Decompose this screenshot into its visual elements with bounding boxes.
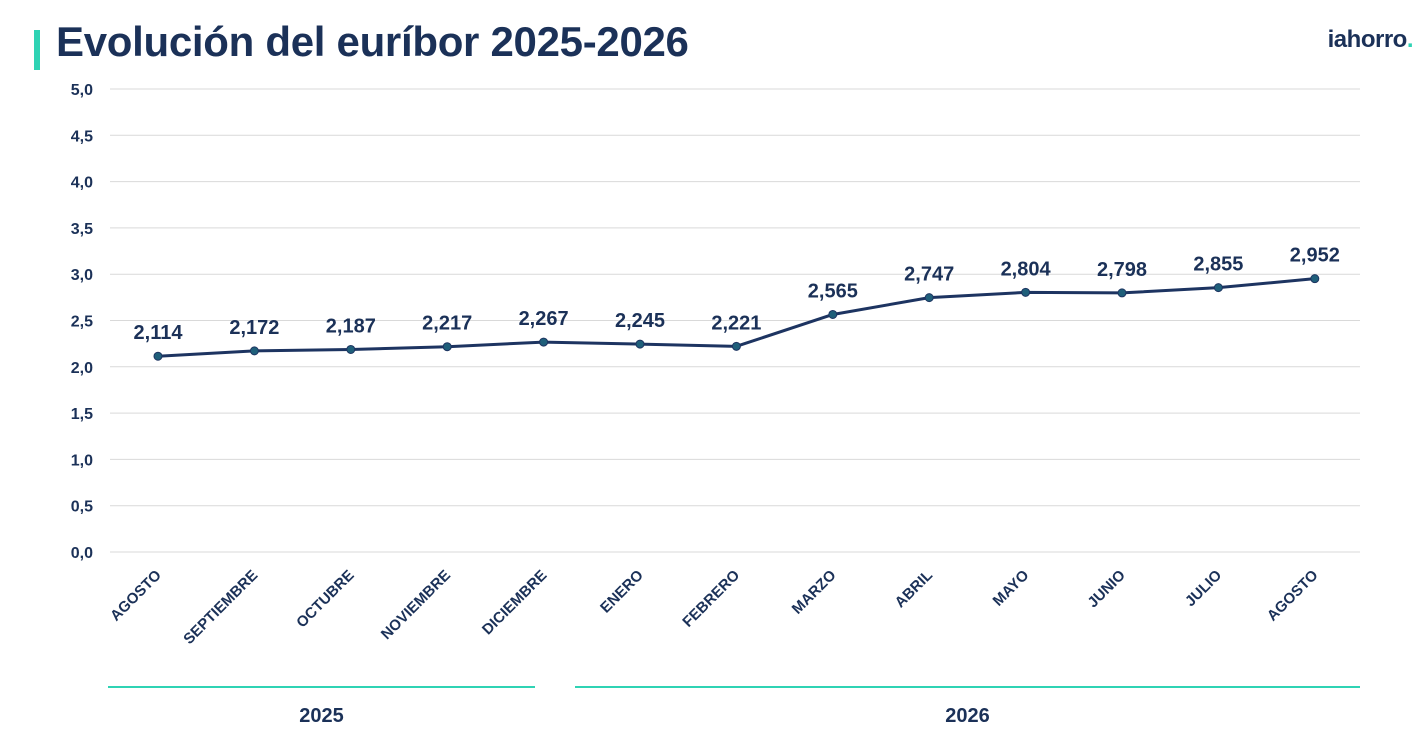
data-point — [924, 293, 934, 303]
y-tick-label: 5,0 — [71, 82, 93, 99]
data-label: 2,565 — [808, 280, 858, 302]
data-label: 2,804 — [1001, 258, 1052, 280]
data-point — [346, 344, 356, 354]
data-point — [828, 309, 838, 319]
y-tick-label: 3,0 — [71, 267, 93, 284]
x-tick-label: NOVIEMBRE — [378, 567, 454, 643]
x-tick-label: MAYO — [990, 567, 1033, 610]
x-tick-label: ENERO — [597, 567, 647, 617]
y-tick-label: 4,5 — [71, 128, 93, 145]
y-tick-label: 0,0 — [71, 545, 93, 562]
data-point — [1213, 283, 1223, 293]
y-tick-label: 2,0 — [71, 360, 93, 377]
x-tick-label: ABRIL — [892, 567, 936, 611]
x-tick-label: AGOSTO — [1264, 567, 1322, 625]
y-tick-label: 1,5 — [71, 406, 93, 423]
data-point — [539, 337, 549, 347]
y-tick-label: 3,5 — [71, 221, 93, 238]
data-label: 2,267 — [519, 308, 569, 330]
x-tick-label: AGOSTO — [107, 567, 165, 625]
logo-text: iahorro — [1327, 26, 1408, 53]
data-label: 2,747 — [904, 264, 954, 286]
x-tick-label: MARZO — [789, 567, 840, 618]
data-point — [442, 342, 452, 352]
data-point — [153, 351, 163, 361]
x-tick-label: JUNIO — [1084, 567, 1129, 612]
year-group-label: 2025 — [299, 705, 344, 727]
data-point — [731, 341, 741, 351]
y-tick-label: 2,5 — [71, 314, 93, 331]
data-point — [1117, 288, 1127, 298]
y-tick-label: 1,0 — [71, 452, 93, 469]
data-point — [249, 346, 259, 356]
data-label: 2,245 — [615, 310, 665, 332]
brand-logo: iahorro. — [1327, 26, 1414, 54]
title-accent-bar — [34, 30, 40, 70]
data-label: 2,952 — [1290, 245, 1340, 267]
data-point — [635, 339, 645, 349]
y-tick-label: 4,0 — [71, 175, 93, 192]
data-label: 2,187 — [326, 315, 376, 337]
data-point — [1021, 287, 1031, 297]
x-tick-label: FEBRERO — [679, 567, 743, 631]
data-label: 2,221 — [711, 312, 761, 334]
chart-title: Evolución del euríbor 2025-2026 — [56, 18, 689, 65]
data-label: 2,172 — [229, 317, 279, 339]
x-tick-label: OCTUBRE — [293, 567, 357, 631]
x-tick-label: DICIEMBRE — [479, 567, 551, 639]
data-label: 2,114 — [134, 322, 184, 344]
y-tick-label: 0,5 — [71, 499, 93, 516]
x-tick-label: JULIO — [1182, 567, 1225, 610]
data-label: 2,798 — [1097, 259, 1147, 281]
logo-dot: . — [1406, 26, 1414, 53]
x-tick-label: SEPTIEMBRE — [180, 567, 261, 648]
year-group-label: 2026 — [945, 705, 990, 727]
data-label: 2,217 — [422, 313, 472, 335]
data-label: 2,855 — [1193, 254, 1243, 276]
data-point — [1310, 274, 1320, 284]
